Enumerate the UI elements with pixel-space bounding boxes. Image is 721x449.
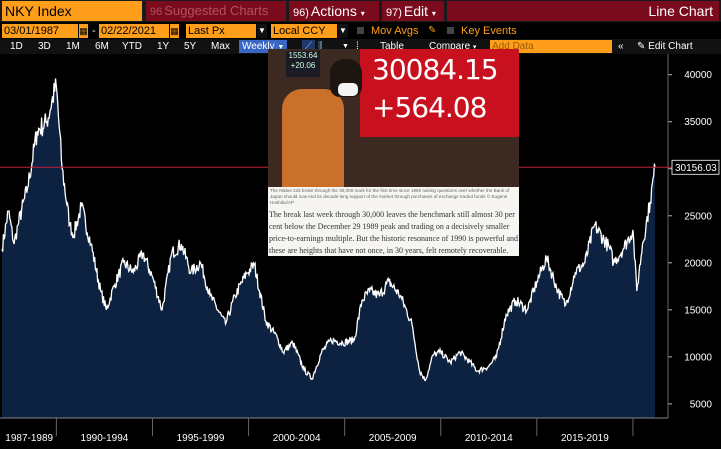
x-axis-band — [0, 418, 721, 449]
board-value: 30084.15 — [372, 53, 499, 86]
field-select[interactable]: Last Px — [186, 24, 256, 38]
toolbar-row-3: 1D 3D 1M 6M YTD 1Y 5Y Max Weekly ▼ ⟋ ⫼ ▼… — [0, 39, 721, 54]
y-tick-label-5000: 5000 — [690, 399, 713, 410]
x-tick-label-2015-2019: 2015-2019 — [561, 433, 609, 444]
period-6m[interactable]: 6M — [95, 41, 109, 52]
ticker-field[interactable]: NKY Index — [2, 1, 142, 21]
x-tick-label-2000-2004: 2000-2004 — [273, 433, 321, 444]
last-value-badge: 30156.03 — [671, 159, 720, 175]
pencil-icon[interactable]: ✎ — [428, 25, 437, 36]
compare-label: Compare — [429, 41, 471, 52]
pencil-icon: ✎ — [637, 41, 646, 52]
period-ytd[interactable]: YTD — [122, 41, 142, 52]
last-value-label: 30156.03 — [675, 163, 717, 174]
caret-down-icon: ▾ — [431, 9, 436, 18]
small-board-value: 1553.64 — [288, 51, 318, 60]
x-tick-label-1990-1994: 1990-1994 — [81, 433, 129, 444]
bar-style-icon[interactable]: ⫼ — [318, 41, 323, 52]
article-body: The break last week through 30,000 leave… — [269, 210, 519, 255]
period-1y[interactable]: 1Y — [157, 41, 170, 52]
y-tick-label-40000: 40000 — [684, 70, 712, 81]
chart-area[interactable]: 500010000150002000025000300003500040000 … — [0, 54, 721, 449]
price-chart-svg: 500010000150002000025000300003500040000 … — [0, 54, 721, 449]
x-tick-label-1987-1989: 1987-1989 — [5, 433, 53, 444]
y-tick-label-20000: 20000 — [684, 258, 712, 269]
edit-number: 97) — [386, 7, 402, 19]
price-area-fill — [2, 78, 655, 418]
actions-number: 96) — [293, 7, 309, 19]
mov-avgs-label: Mov Avgs — [371, 25, 419, 37]
suggested-charts-label: Suggested Charts — [164, 3, 269, 18]
chevron-down-icon[interactable]: ▼ — [342, 43, 349, 50]
toolbar-row-1: NKY Index 96 Suggested Charts 96) Actions … — [0, 0, 721, 22]
face-mask — [338, 83, 358, 96]
caret-down-icon: ▾ — [472, 44, 477, 51]
calendar-icon[interactable]: ▦ — [170, 24, 179, 38]
chevron-down-icon[interactable]: ▼ — [257, 24, 267, 38]
chevron-down-icon: ▼ — [277, 44, 285, 51]
person-figure — [282, 89, 344, 187]
period-5y[interactable]: 5Y — [184, 41, 197, 52]
x-axis: 1987-1989 1990-1994 1995-1999 2000-2004 2005… — [0, 417, 721, 449]
chevron-down-icon[interactable]: ▼ — [338, 24, 348, 38]
date-separator: - — [92, 25, 96, 37]
y-tick-label-25000: 25000 — [684, 211, 712, 222]
mov-avgs-checkbox[interactable] — [357, 27, 364, 34]
y-axis: 500010000150002000025000300003500040000 — [667, 54, 713, 418]
stock-board — [360, 49, 519, 137]
y-tick-label-35000: 35000 — [684, 117, 712, 128]
period-3d[interactable]: 3D — [38, 41, 51, 52]
end-date-input[interactable]: 02/22/2021 — [99, 24, 169, 38]
x-tick-label-2005-2009: 2005-2009 — [369, 433, 417, 444]
y-tick-label-10000: 10000 — [684, 352, 712, 363]
currency-select[interactable]: Local CCY — [271, 24, 337, 38]
suggested-charts-button[interactable]: 96 Suggested Charts — [146, 1, 286, 21]
small-board-change: +20.06 — [290, 61, 316, 70]
candle-style-icon[interactable]: ⁞ — [356, 41, 359, 52]
period-max[interactable]: Max — [211, 41, 230, 52]
period-1d[interactable]: 1D — [10, 41, 23, 52]
article-photo: 30084.15 +564.08 1553.64 +20.06 — [268, 49, 519, 187]
photo-caption: The Nikkei 225 broke through the 30,000 … — [270, 188, 510, 205]
collapse-icon[interactable]: « — [618, 41, 624, 52]
news-article-overlay: 30084.15 +564.08 1553.64 +20.06 The Nikke… — [268, 49, 519, 256]
toolbar-row-2: 03/01/1987 ▦ - 02/22/2021 ▦ Last Px ▼ Lo… — [0, 22, 721, 39]
edit-chart-button[interactable]: ✎ Edit Chart — [637, 40, 693, 53]
table-button[interactable]: Table — [380, 41, 404, 52]
price-line — [1, 78, 656, 382]
caret-down-icon: ▾ — [360, 9, 365, 18]
suggested-charts-number: 96 — [150, 6, 163, 18]
compare-button[interactable]: Compare ▾ — [429, 40, 476, 53]
x-tick-label-1995-1999: 1995-1999 — [177, 433, 225, 444]
key-events-checkbox[interactable] — [447, 27, 454, 34]
actions-menu[interactable]: 96) Actions ▾ — [289, 1, 379, 21]
calendar-icon[interactable]: ▦ — [79, 24, 88, 38]
actions-label: Actions — [310, 3, 357, 19]
chart-type-title: Line Chart — [447, 1, 719, 21]
x-tick-label-2010-2014: 2010-2014 — [465, 433, 513, 444]
edit-label: Edit — [403, 3, 429, 19]
key-events-label: Key Events — [461, 25, 517, 37]
edit-menu[interactable]: 97) Edit ▾ — [382, 1, 444, 21]
add-data-input[interactable]: Add Data — [490, 40, 612, 53]
frequency-label: Weekly — [242, 41, 275, 52]
edit-chart-label: Edit Chart — [648, 41, 693, 52]
small-board: 1553.64 +20.06 — [286, 51, 320, 77]
board-change: +564.08 — [372, 91, 487, 124]
last-value-box — [671, 159, 720, 175]
y-tick-label-15000: 15000 — [684, 305, 712, 316]
period-1m[interactable]: 1M — [66, 41, 80, 52]
start-date-input[interactable]: 03/01/1987 — [2, 24, 78, 38]
